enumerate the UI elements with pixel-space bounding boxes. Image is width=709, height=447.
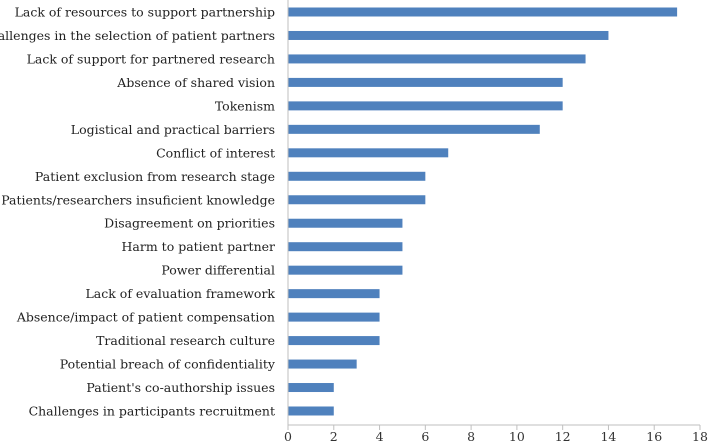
bar <box>288 359 357 369</box>
x-tick-label: 6 <box>421 429 429 444</box>
category-label: Patient's co-authorship issues <box>86 380 275 395</box>
bar <box>288 265 403 275</box>
bars-group <box>288 7 678 416</box>
x-tick-label: 16 <box>646 429 662 444</box>
category-label: Lack of evaluation framework <box>86 286 276 301</box>
category-label: Power differential <box>161 263 275 278</box>
category-label: Tokenism <box>215 98 275 113</box>
x-tick-label: 10 <box>509 429 525 444</box>
x-tick-label: 2 <box>330 429 338 444</box>
bar <box>288 77 563 87</box>
category-label: Lack of support for partnered research <box>27 51 275 66</box>
bar <box>288 195 426 205</box>
bar <box>288 383 334 393</box>
category-label: Potential breach of confidentiality <box>60 357 276 372</box>
bar <box>288 54 586 64</box>
category-label: Patient exclusion from research stage <box>35 169 275 184</box>
x-tick-label: 18 <box>692 429 708 444</box>
category-label: Logistical and practical barriers <box>71 122 275 137</box>
x-axis-ticks: 0 2 4 6 8 10 12 14 16 18 <box>284 425 708 444</box>
x-tick-label: 0 <box>284 429 292 444</box>
category-labels: Lack of resources to support partnership… <box>0 5 276 419</box>
category-label: Traditional research culture <box>96 333 275 348</box>
bar <box>288 289 380 299</box>
bar <box>288 7 678 17</box>
x-tick-label: 8 <box>467 429 475 444</box>
x-tick-label: 4 <box>376 429 384 444</box>
x-tick-label: 14 <box>600 429 616 444</box>
category-label: Challenges in the selection of patient p… <box>0 28 275 43</box>
category-label: Challenges in participants recruitment <box>29 403 275 418</box>
category-label: Harm to patient partner <box>122 239 275 254</box>
bar <box>288 406 334 416</box>
category-label: Lack of resources to support partnership <box>15 5 275 20</box>
category-label: Conflict of interest <box>156 145 275 160</box>
category-label: Absence/impact of patient compensation <box>16 310 275 325</box>
bar <box>288 148 449 158</box>
bar <box>288 30 609 40</box>
bar <box>288 336 380 346</box>
bar <box>288 101 563 111</box>
category-label: Patients/researchers insuficient knowled… <box>1 192 275 207</box>
bar <box>288 218 403 228</box>
category-label: Disagreement on priorities <box>104 216 275 231</box>
bar <box>288 312 380 322</box>
category-label: Absence of shared vision <box>116 75 275 90</box>
bar <box>288 124 540 134</box>
bar <box>288 171 426 181</box>
x-tick-label: 12 <box>555 429 571 444</box>
bar <box>288 242 403 252</box>
